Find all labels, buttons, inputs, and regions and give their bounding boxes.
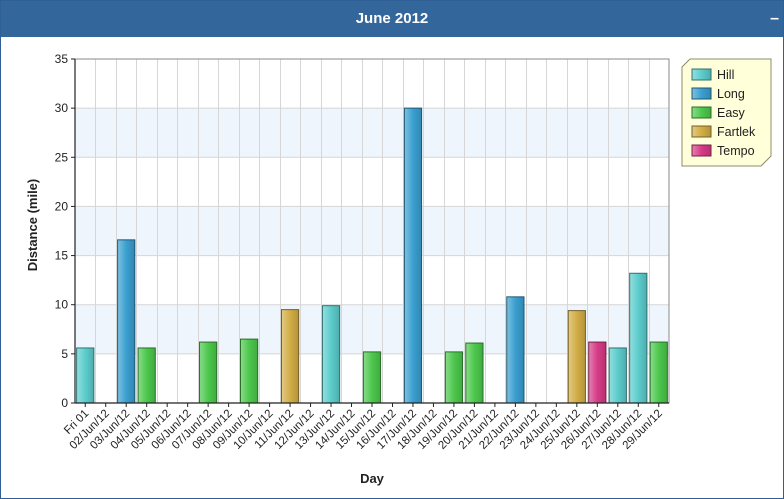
collapse-button[interactable]: – bbox=[770, 10, 779, 27]
legend-box bbox=[681, 58, 772, 167]
legend-swatch-long bbox=[691, 87, 712, 100]
bar-fartlek[interactable] bbox=[567, 310, 586, 404]
bar-easy[interactable] bbox=[465, 342, 484, 404]
legend-label-long: Long bbox=[717, 87, 745, 101]
x-axis-label: Day bbox=[360, 471, 385, 486]
bar-hill[interactable] bbox=[321, 305, 341, 404]
bar-easy[interactable] bbox=[137, 347, 156, 404]
legend-label-fartlek: Fartlek bbox=[717, 125, 756, 139]
legend-swatch-fartlek bbox=[691, 125, 712, 138]
y-tick-label: 35 bbox=[55, 52, 69, 66]
legend-swatch-easy bbox=[691, 106, 712, 119]
y-axis-label: Distance (mile) bbox=[25, 179, 40, 271]
bar-hill[interactable] bbox=[629, 272, 648, 404]
bar-long[interactable] bbox=[117, 239, 136, 404]
y-tick-label: 0 bbox=[61, 396, 68, 410]
y-tick-label: 15 bbox=[55, 249, 69, 263]
bar-easy[interactable] bbox=[362, 351, 382, 404]
grid-band bbox=[75, 206, 669, 256]
bar-long[interactable] bbox=[403, 107, 423, 404]
y-tick-label: 10 bbox=[55, 298, 69, 312]
bar-easy[interactable] bbox=[649, 341, 668, 404]
y-tick-label: 5 bbox=[61, 347, 68, 361]
bar-hill[interactable] bbox=[76, 347, 95, 404]
grid-band bbox=[75, 108, 669, 158]
panel-header: June 2012 – bbox=[1, 1, 783, 37]
legend-swatch-tempo bbox=[691, 144, 712, 157]
y-tick-label: 30 bbox=[55, 101, 69, 115]
bar-easy[interactable] bbox=[444, 351, 464, 404]
panel-title: June 2012 bbox=[355, 10, 429, 27]
bar-long[interactable] bbox=[506, 296, 525, 404]
legend-swatch-hill bbox=[691, 68, 712, 81]
legend-label-tempo: Tempo bbox=[717, 144, 755, 158]
bar-easy[interactable] bbox=[199, 341, 218, 404]
bar-hill[interactable] bbox=[608, 347, 627, 404]
chart-legend: Hill Long Easy Fartlek Tempo bbox=[681, 58, 772, 167]
y-tick-label: 25 bbox=[55, 150, 69, 164]
legend-label-hill: Hill bbox=[717, 68, 734, 82]
bar-tempo[interactable] bbox=[588, 341, 607, 404]
bar-fartlek[interactable] bbox=[280, 309, 300, 404]
y-tick-label: 20 bbox=[55, 199, 69, 213]
bar-easy[interactable] bbox=[240, 338, 259, 404]
legend-label-easy: Easy bbox=[717, 106, 746, 120]
